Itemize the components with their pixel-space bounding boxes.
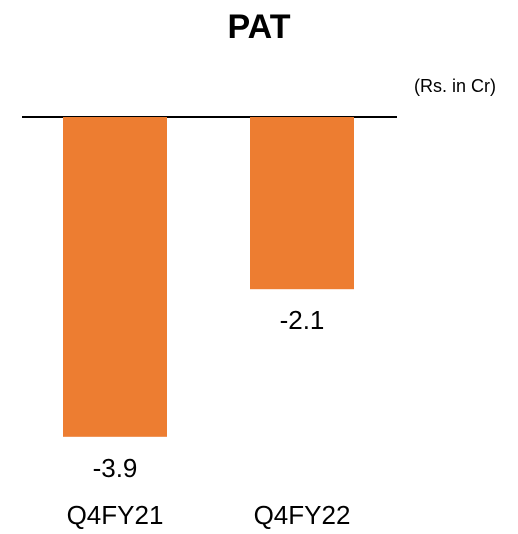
bar-q4fy22 (250, 117, 354, 290)
bar-q4fy21 (63, 117, 167, 437)
unit-note: (Rs. in Cr) (414, 76, 496, 96)
data-label-q4fy21: -3.9 (93, 453, 138, 483)
category-label-q4fy21: Q4FY21 (67, 500, 164, 530)
chart-title: PAT (227, 8, 291, 46)
data-label-q4fy22: -2.1 (280, 305, 325, 335)
category-label-q4fy22: Q4FY22 (254, 500, 351, 530)
